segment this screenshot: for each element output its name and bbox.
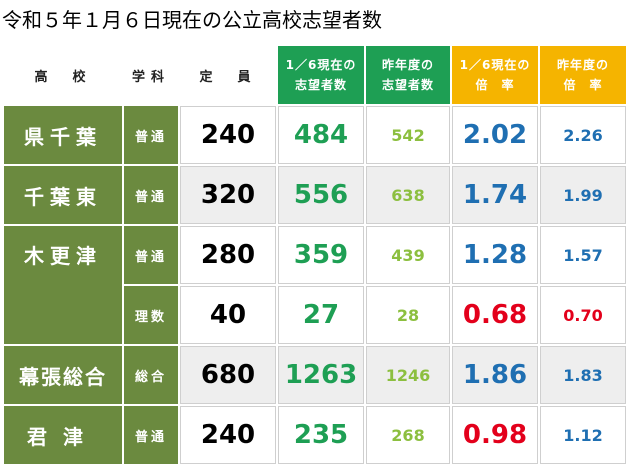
capacity-value: 680 bbox=[180, 346, 276, 404]
header-prev-applicants: 昨年度の 志望者数 bbox=[366, 46, 450, 104]
prev-rate-value: 0.70 bbox=[540, 286, 626, 344]
capacity-value: 320 bbox=[180, 166, 276, 224]
header-prev-rate: 昨年度の 倍 率 bbox=[540, 46, 626, 104]
table-row: 君津 普通 240 235 268 0.98 1.12 bbox=[4, 406, 626, 464]
prev-applicants-value: 638 bbox=[366, 166, 450, 224]
header-prev-applicants-line1: 昨年度の bbox=[381, 58, 434, 72]
header-applicants: 1／6現在の 志望者数 bbox=[278, 46, 364, 104]
school-name: 君津 bbox=[4, 406, 122, 464]
prev-rate-value: 1.83 bbox=[540, 346, 626, 404]
dept-name: 普通 bbox=[124, 166, 178, 224]
header-school: 高 校 bbox=[4, 46, 122, 104]
school-name: 県千葉 bbox=[4, 106, 122, 164]
applicants-value: 556 bbox=[278, 166, 364, 224]
dept-name: 普通 bbox=[124, 226, 178, 284]
rate-value: 1.86 bbox=[452, 346, 538, 404]
prev-applicants-value: 268 bbox=[366, 406, 450, 464]
capacity-value: 240 bbox=[180, 406, 276, 464]
capacity-value: 240 bbox=[180, 106, 276, 164]
rate-value: 1.28 bbox=[452, 226, 538, 284]
dept-name: 普通 bbox=[124, 106, 178, 164]
prev-rate-value: 1.99 bbox=[540, 166, 626, 224]
page-title: 令和５年１月６日現在の公立高校志望者数 bbox=[2, 8, 382, 32]
dept-name: 理数 bbox=[124, 286, 178, 344]
table-row: 県千葉 普通 240 484 542 2.02 2.26 bbox=[4, 106, 626, 164]
header-applicants-line1: 1／6現在の bbox=[285, 58, 357, 72]
table-row: 千葉東 普通 320 556 638 1.74 1.99 bbox=[4, 166, 626, 224]
rate-value: 0.68 bbox=[452, 286, 538, 344]
rate-value: 0.98 bbox=[452, 406, 538, 464]
prev-rate-value: 1.57 bbox=[540, 226, 626, 284]
header-rate-line1: 1／6現在の bbox=[459, 58, 531, 72]
dept-name: 普通 bbox=[124, 406, 178, 464]
capacity-value: 280 bbox=[180, 226, 276, 284]
header-capacity: 定 員 bbox=[180, 46, 276, 104]
header-rate: 1／6現在の 倍 率 bbox=[452, 46, 538, 104]
dept-name: 総合 bbox=[124, 346, 178, 404]
table-row: 木更津 普通 280 359 439 1.28 1.57 bbox=[4, 226, 626, 344]
header-dept: 学科 bbox=[124, 46, 178, 104]
applicants-table: 高 校 学科 定 員 1／6現在の 志望者数 昨年度の 志望者数 1／6現在の … bbox=[2, 44, 628, 466]
table-header-row: 高 校 学科 定 員 1／6現在の 志望者数 昨年度の 志望者数 1／6現在の … bbox=[4, 46, 626, 104]
applicants-value: 359 bbox=[278, 226, 364, 284]
rate-value: 1.74 bbox=[452, 166, 538, 224]
applicants-value: 484 bbox=[278, 106, 364, 164]
prev-applicants-value: 1246 bbox=[366, 346, 450, 404]
header-prev-applicants-line2: 志望者数 bbox=[381, 78, 434, 92]
school-name: 幕張総合 bbox=[4, 346, 122, 404]
applicants-value: 235 bbox=[278, 406, 364, 464]
applicants-value: 1263 bbox=[278, 346, 364, 404]
school-name: 千葉東 bbox=[4, 166, 122, 224]
capacity-value: 40 bbox=[180, 286, 276, 344]
header-prev-rate-line1: 昨年度の bbox=[556, 58, 609, 72]
table-row: 幕張総合 総合 680 1263 1246 1.86 1.83 bbox=[4, 346, 626, 404]
header-applicants-line2: 志望者数 bbox=[294, 78, 347, 92]
applicants-value: 27 bbox=[278, 286, 364, 344]
header-prev-rate-line2: 倍 率 bbox=[563, 78, 603, 92]
prev-rate-value: 2.26 bbox=[540, 106, 626, 164]
prev-applicants-value: 439 bbox=[366, 226, 450, 284]
prev-applicants-value: 542 bbox=[366, 106, 450, 164]
header-rate-line2: 倍 率 bbox=[475, 78, 515, 92]
rate-value: 2.02 bbox=[452, 106, 538, 164]
prev-rate-value: 1.12 bbox=[540, 406, 626, 464]
school-name: 木更津 bbox=[4, 226, 122, 344]
prev-applicants-value: 28 bbox=[366, 286, 450, 344]
table-row: 理数 40 27 28 0.68 0.70 bbox=[4, 286, 626, 344]
